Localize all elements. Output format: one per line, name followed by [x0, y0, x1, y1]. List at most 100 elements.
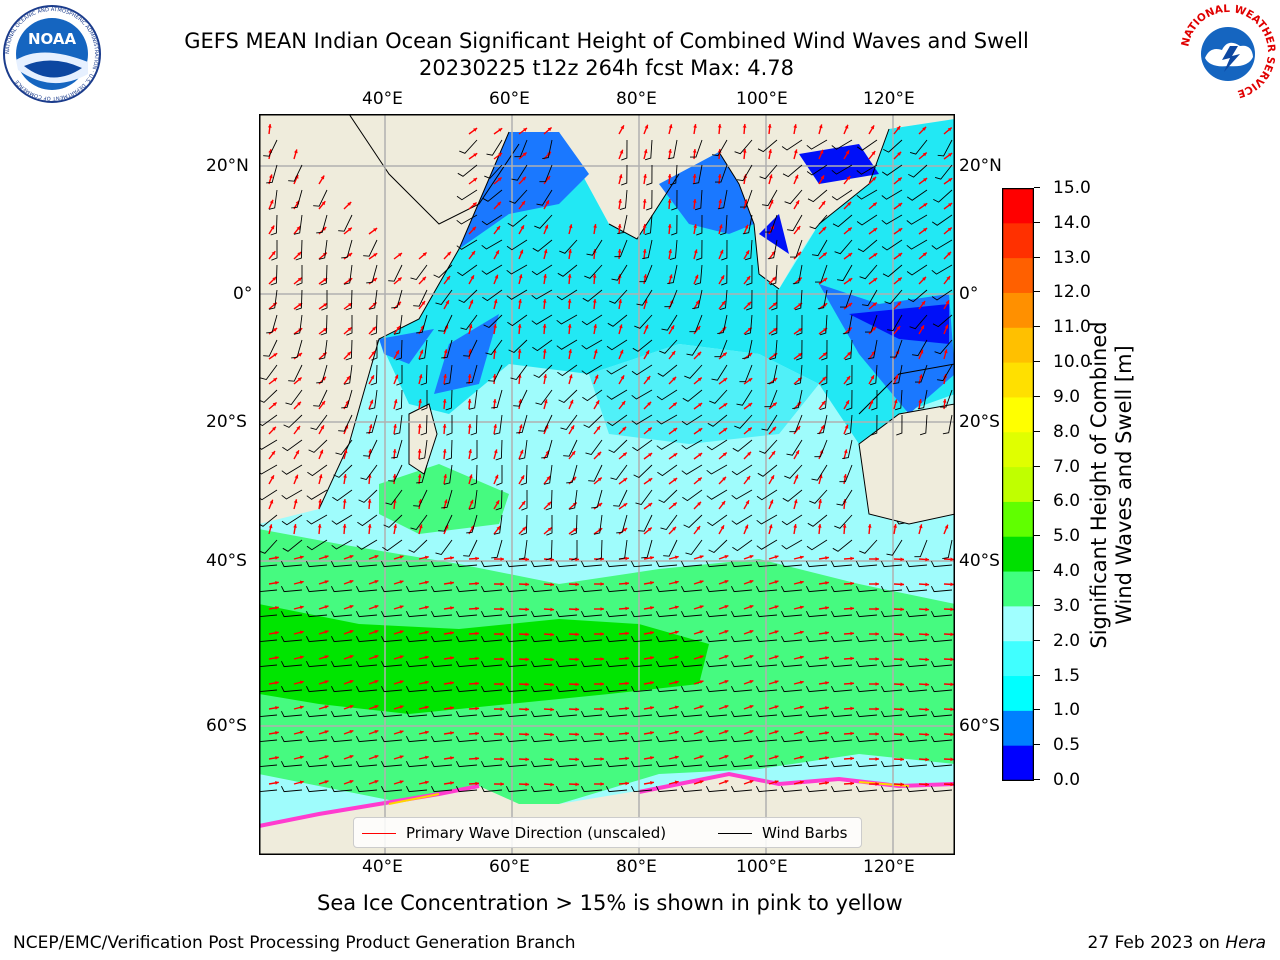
wave-arrow-head [698, 453, 703, 457]
wave-arrow-head [697, 477, 702, 482]
colorbar-tick-label: 2.0 [1053, 630, 1081, 651]
wind-barb [571, 540, 578, 561]
colorbar-tick-mark [1034, 256, 1040, 258]
wind-barb [405, 610, 428, 618]
colorbar-tick-mark [1034, 361, 1040, 363]
wind-barb [742, 339, 753, 360]
wind-barbs [260, 139, 953, 793]
wave-arrow-head [472, 226, 476, 231]
wind-barb [780, 610, 803, 618]
wind-barb [355, 560, 378, 568]
wind-barb [330, 735, 353, 743]
wave-arrow-head [399, 630, 404, 634]
wind-barb [855, 610, 878, 618]
wave-arrow-head [525, 707, 529, 712]
wind-barb [260, 464, 278, 475]
wave-arrow-head [296, 426, 300, 430]
wave-arrow-head [825, 706, 829, 710]
wave-arrow-head [272, 277, 277, 281]
wave-arrow-head [270, 475, 274, 480]
wave-arrow-head [768, 149, 772, 153]
colorbar-tick-mark [1034, 674, 1040, 676]
wind-barb [421, 390, 428, 411]
wave-arrow-head [475, 606, 479, 611]
wind-barb [614, 239, 628, 258]
wave-arrow-head [492, 399, 497, 403]
wind-barb [746, 264, 753, 286]
wave-arrow-head [450, 756, 454, 760]
wave-arrow-head [618, 324, 623, 329]
wind-barb [509, 189, 528, 204]
colorbar-tick-label: 9.0 [1053, 386, 1081, 407]
wind-barb [556, 339, 578, 350]
wave-arrow-head [821, 401, 826, 405]
wave-arrow-head [673, 478, 678, 482]
wind-barb [555, 760, 578, 768]
wave-arrow-head [471, 251, 475, 255]
wave-arrow-head [520, 475, 525, 480]
wave-arrow-head [374, 655, 379, 659]
wave-arrow-head [317, 524, 322, 528]
wave-arrow-head [674, 605, 679, 610]
wind-barb [480, 560, 503, 568]
wind-barb [532, 339, 553, 352]
wave-arrow-head [699, 580, 704, 584]
wind-barb [681, 414, 703, 426]
wind-barb [335, 439, 353, 456]
colorbar-tick-label: 11.0 [1053, 317, 1091, 338]
wave-arrow-head [893, 524, 897, 528]
wind-barb [530, 560, 553, 568]
footer-host: Hera [1225, 933, 1266, 953]
wave-arrow-head [642, 224, 647, 228]
wind-barb [260, 689, 278, 692]
wave-arrow-head [543, 249, 548, 254]
wind-barb [405, 710, 428, 718]
wave-arrow-head [922, 126, 927, 131]
wave-arrow-head [799, 580, 804, 585]
wave-arrow-head [699, 555, 704, 559]
wind-barb [846, 389, 853, 411]
wave-arrow-head [592, 274, 597, 278]
wind-barb [805, 685, 828, 693]
wind-barb [755, 585, 778, 593]
wind-barb [609, 289, 628, 304]
wind-barb [541, 439, 553, 459]
wave-arrow-head [475, 731, 479, 736]
wave-arrow-head [894, 374, 899, 379]
wind-barb [539, 164, 553, 183]
wind-barb [358, 489, 378, 503]
wave-arrow-head [697, 351, 702, 356]
wave-arrow-head [699, 680, 704, 684]
wind-barb [268, 289, 278, 310]
wind-barb [405, 735, 428, 743]
wave-arrow-head [774, 780, 779, 784]
wind-barb [683, 514, 703, 529]
wind-barb [817, 289, 828, 310]
wave-arrow-head [546, 176, 550, 180]
colorbar-tick-mark [1034, 500, 1040, 502]
wind-barb [630, 685, 653, 693]
wind-barb [930, 735, 953, 743]
wave-arrow-head [349, 680, 354, 684]
wind-barb [330, 585, 353, 593]
wave-arrow-head [850, 606, 854, 611]
wind-barb [880, 635, 903, 643]
wind-barb [260, 414, 278, 427]
wind-barb [532, 239, 553, 252]
wave-arrow-head [724, 580, 729, 584]
wind-barb [456, 239, 478, 250]
wind-barb [905, 660, 928, 668]
wind-barb [343, 264, 353, 285]
wave-arrow-head [946, 276, 951, 280]
wave-arrow-head [275, 781, 279, 785]
wave-arrow-head [370, 375, 374, 380]
wind-barb [480, 760, 503, 768]
wind-barb [809, 489, 828, 504]
wind-barb [812, 239, 828, 257]
wind-barb [507, 214, 528, 227]
wind-barb [588, 464, 603, 482]
wind-barb [707, 514, 728, 527]
wave-arrow-head [424, 630, 429, 635]
wave-arrow-head [568, 374, 573, 379]
wave-arrow-head [318, 474, 323, 479]
